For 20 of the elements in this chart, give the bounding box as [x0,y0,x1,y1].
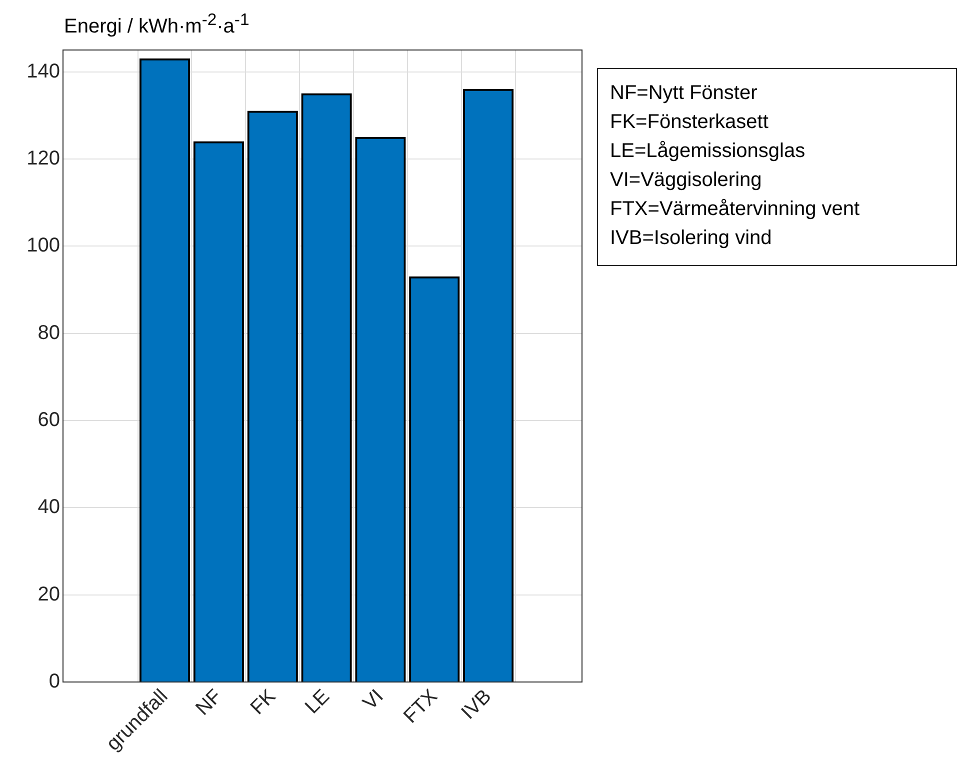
text: FTX=Värmeåtervinning vent [610,197,861,222]
y-tick-label: 100 [26,234,60,257]
text: NF=Nytt Fönster [610,81,758,106]
x-tick-label: FK [246,684,281,719]
text: VI=Väggisolering [610,168,763,193]
y-tick-label: 120 [26,147,60,170]
text: FK=Fönsterkasett [610,110,770,135]
text: LE=Lågemissionsglas [610,139,806,164]
y-tick-label: 80 [38,322,60,344]
x-tick-label: LE [301,685,334,718]
y-axis-title: Energi / kWh·m$^{-2}$·a$^{-1}$ [64,10,250,39]
y-tick-label: 140 [26,60,60,82]
y-tick-label: 60 [38,409,60,431]
y-tick-label: 40 [38,496,60,518]
y-tick-label: 20 [38,583,60,606]
x-tick-label: NF [192,685,226,720]
x-tick-label: VI [358,685,388,714]
x-tick-label: IVB [457,685,496,724]
y-tick-label: 0 [48,670,60,693]
text: IVB=Isolering vind [610,226,773,251]
